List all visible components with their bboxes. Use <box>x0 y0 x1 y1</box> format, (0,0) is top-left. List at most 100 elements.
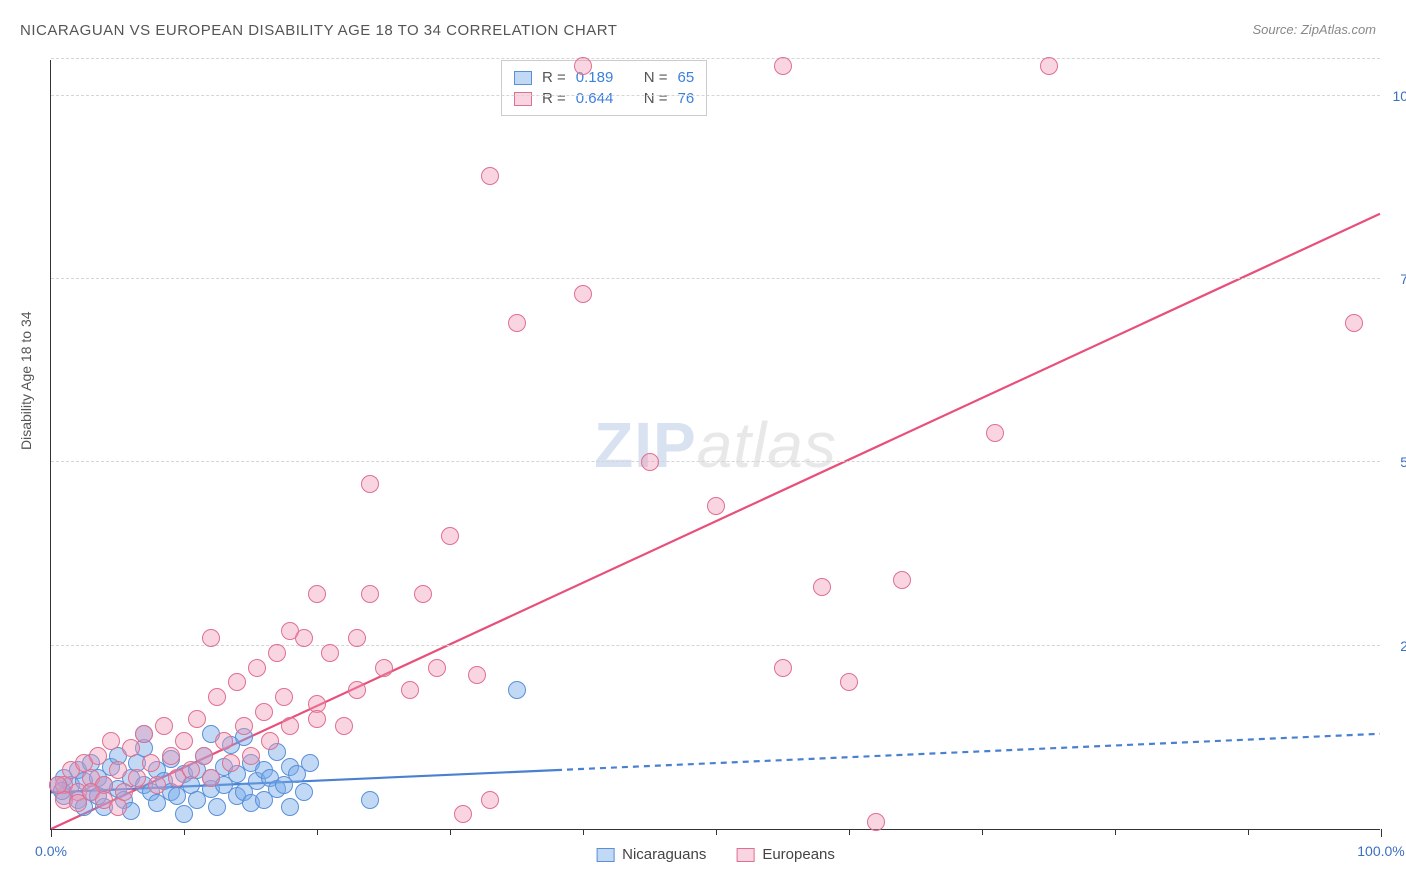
scatter-point <box>867 813 885 831</box>
scatter-point <box>428 659 446 677</box>
scatter-point <box>454 805 472 823</box>
y-axis-label: Disability Age 18 to 34 <box>18 311 34 450</box>
gridline-h <box>51 645 1380 646</box>
scatter-point <box>414 585 432 603</box>
source-label: Source: ZipAtlas.com <box>1252 22 1376 37</box>
legend-swatch <box>736 848 754 862</box>
gridline-h <box>51 278 1380 279</box>
scatter-point <box>308 710 326 728</box>
scatter-point <box>375 659 393 677</box>
watermark-atlas: atlas <box>697 409 837 481</box>
scatter-point <box>275 688 293 706</box>
scatter-point <box>242 747 260 765</box>
scatter-point <box>162 747 180 765</box>
scatter-point <box>361 475 379 493</box>
x-tick <box>1248 829 1249 835</box>
scatter-point <box>1040 57 1058 75</box>
chart-title: NICARAGUAN VS EUROPEAN DISABILITY AGE 18… <box>20 22 617 39</box>
r-label: R = <box>542 69 566 86</box>
x-tick <box>1381 829 1382 837</box>
gridline-h <box>51 95 1380 96</box>
y-tick-label: 100.0% <box>1385 88 1406 104</box>
x-tick <box>184 829 185 835</box>
scatter-point <box>574 57 592 75</box>
scatter-point <box>1345 314 1363 332</box>
scatter-point <box>893 571 911 589</box>
scatter-point <box>202 629 220 647</box>
scatter-point <box>148 776 166 794</box>
scatter-point <box>481 167 499 185</box>
legend-item: Europeans <box>736 846 835 863</box>
legend-swatch <box>596 848 614 862</box>
legend-swatch <box>514 71 532 85</box>
scatter-point <box>281 622 299 640</box>
scatter-point <box>135 725 153 743</box>
scatter-point <box>89 747 107 765</box>
x-tick <box>450 829 451 835</box>
scatter-point <box>175 805 193 823</box>
scatter-point <box>813 578 831 596</box>
scatter-point <box>128 769 146 787</box>
scatter-point <box>361 791 379 809</box>
scatter-point <box>321 644 339 662</box>
scatter-point <box>361 585 379 603</box>
scatter-point <box>481 791 499 809</box>
scatter-point <box>109 761 127 779</box>
n-value: 76 <box>678 90 695 107</box>
scatter-point <box>840 673 858 691</box>
scatter-point <box>235 717 253 735</box>
scatter-point <box>508 314 526 332</box>
scatter-point <box>188 710 206 728</box>
scatter-point <box>122 739 140 757</box>
n-label: N = <box>644 69 668 86</box>
scatter-point <box>301 754 319 772</box>
scatter-point <box>774 57 792 75</box>
x-tick <box>849 829 850 835</box>
scatter-point <box>508 681 526 699</box>
scatter-point <box>348 629 366 647</box>
x-tick <box>982 829 983 835</box>
y-tick-label: 50.0% <box>1385 454 1406 470</box>
n-label: N = <box>644 90 668 107</box>
scatter-point <box>986 424 1004 442</box>
scatter-point <box>441 527 459 545</box>
scatter-point <box>281 798 299 816</box>
r-value: 0.644 <box>576 90 626 107</box>
scatter-point <box>208 798 226 816</box>
scatter-point <box>182 761 200 779</box>
x-tick-label: 100.0% <box>1357 843 1404 859</box>
x-tick <box>51 829 52 837</box>
trend-lines-svg <box>51 60 1380 829</box>
scatter-point <box>202 769 220 787</box>
scatter-point <box>574 285 592 303</box>
x-tick <box>1115 829 1116 835</box>
scatter-point <box>281 717 299 735</box>
y-tick-label: 25.0% <box>1385 638 1406 654</box>
scatter-point <box>707 497 725 515</box>
r-label: R = <box>542 90 566 107</box>
scatter-point <box>308 585 326 603</box>
legend-label: Europeans <box>762 846 835 863</box>
gridline-h <box>51 58 1380 59</box>
watermark: ZIPatlas <box>594 408 837 482</box>
scatter-point <box>228 673 246 691</box>
n-value: 65 <box>678 69 695 86</box>
scatter-point <box>222 754 240 772</box>
legend-stat-row: R = 0.644 N = 76 <box>514 88 694 109</box>
scatter-point <box>208 688 226 706</box>
trend-line-dashed <box>556 734 1380 770</box>
scatter-point <box>49 776 67 794</box>
scatter-point <box>248 659 266 677</box>
scatter-point <box>175 732 193 750</box>
scatter-point <box>401 681 419 699</box>
scatter-point <box>774 659 792 677</box>
scatter-point <box>261 732 279 750</box>
y-tick-label: 75.0% <box>1385 271 1406 287</box>
scatter-point <box>468 666 486 684</box>
legend-swatch <box>514 92 532 106</box>
legend-stats: R =0.189N =65R =0.644N =76 <box>501 60 707 116</box>
x-tick <box>317 829 318 835</box>
scatter-point <box>295 783 313 801</box>
gridline-h <box>51 461 1380 462</box>
scatter-point <box>102 732 120 750</box>
